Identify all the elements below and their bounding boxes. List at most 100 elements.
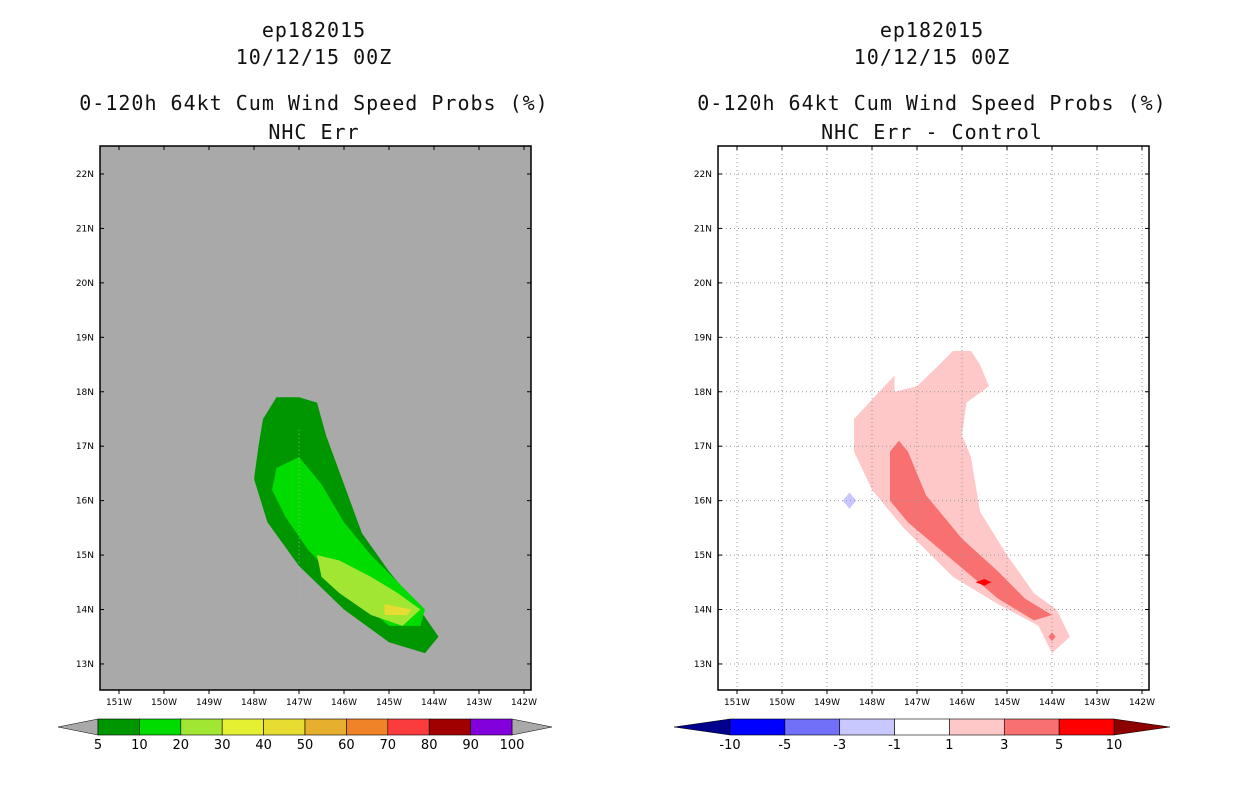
- plot-frame: [717, 145, 1150, 691]
- colorbar-label: 1: [945, 738, 953, 753]
- y-tick-label: 14N: [76, 606, 94, 616]
- colorbar-label: 10: [131, 738, 148, 753]
- contour-level-5-3: [975, 579, 992, 586]
- colorbar-swatch: [428, 718, 471, 736]
- y-axis: 13N 14N 15N 16N 17N 18N 19N 20N 21N 22N: [76, 170, 531, 670]
- colorbar-swatch: [387, 718, 430, 736]
- colorbar-label: 5: [94, 738, 102, 753]
- y-tick-label: 22N: [694, 170, 712, 180]
- left-title-line-1: ep182015: [261, 18, 367, 42]
- gridlines: [718, 146, 1149, 690]
- contour-level-3-1: [890, 440, 1052, 621]
- right-subtitle-line-1: 0-120h 64kt Cum Wind Speed Probs (%): [697, 91, 1167, 115]
- y-tick-label: 20N: [76, 279, 94, 289]
- colorbar-swatch: [221, 718, 264, 736]
- colorbar-swatch: [839, 718, 895, 736]
- colorbar-label: 30: [214, 738, 231, 753]
- colorbar-swatch: [784, 718, 841, 736]
- gridlines: [253, 429, 300, 599]
- x-tick-label: 149W: [196, 698, 222, 708]
- colorbar-swatch: [1003, 718, 1060, 736]
- x-tick-label: 142W: [1129, 698, 1155, 708]
- x-tick-label: 149W: [814, 698, 840, 708]
- right-title-line-1: ep182015: [879, 18, 985, 42]
- colorbar-swatch: [470, 718, 513, 736]
- x-tick-label: 146W: [949, 698, 975, 708]
- colorbar-low-arrow: [673, 718, 731, 736]
- y-tick-label: 14N: [694, 606, 712, 616]
- y-tick-label: 18N: [76, 388, 94, 398]
- y-tick-label: 20N: [694, 279, 712, 289]
- colorbar-swatch: [180, 718, 223, 736]
- colorbar-label: 40: [255, 738, 272, 753]
- contour-level-neg1-4: [842, 492, 857, 509]
- x-tick-label: 142W: [511, 698, 537, 708]
- colorbar-label: 60: [338, 738, 355, 753]
- colorbar-swatch: [894, 718, 950, 736]
- colorbar-label: 90: [462, 738, 479, 753]
- y-tick-label: 21N: [76, 224, 94, 234]
- y-tick-label: 22N: [76, 170, 94, 180]
- y-tick-label: 16N: [694, 497, 712, 507]
- y-tick-label: 15N: [76, 551, 94, 561]
- y-axis: 13N 14N 15N 16N 17N 18N 19N 20N 21N 22N: [694, 170, 1149, 670]
- x-tick-label: 147W: [286, 698, 312, 708]
- colorbar-swatch: [949, 718, 1005, 736]
- colorbar-label: 5: [1055, 738, 1063, 753]
- y-tick-label: 16N: [76, 497, 94, 507]
- y-tick-label: 19N: [76, 333, 94, 343]
- colorbar-swatch: [346, 718, 389, 736]
- x-tick-label: 151W: [724, 698, 750, 708]
- contour-fills: [254, 397, 439, 654]
- x-tick-label: 148W: [241, 698, 267, 708]
- x-tick-label: 144W: [1039, 698, 1065, 708]
- y-tick-label: 21N: [694, 224, 712, 234]
- x-tick-label: 150W: [769, 698, 795, 708]
- colorbar-label: 80: [421, 738, 438, 753]
- y-tick-label: 15N: [694, 551, 712, 561]
- colorbar: 5 10 20 30 40 50 60 70 80 90 100: [57, 718, 553, 753]
- x-axis: 151W 150W 149W 148W 147W 146W 145W 144W 143W 142W: [106, 146, 537, 708]
- x-axis: 151W 150W 149W 148W 147W 146W 145W 144W 143W 142W: [724, 146, 1155, 708]
- y-tick-label: 18N: [694, 388, 712, 398]
- colorbar-swatch: [263, 718, 306, 736]
- y-tick-label: 13N: [694, 660, 712, 670]
- x-tick-label: 150W: [151, 698, 177, 708]
- colorbar-high-arrow: [1113, 718, 1171, 736]
- colorbar-swatch: [1058, 718, 1115, 736]
- colorbar-label: -5: [778, 738, 791, 753]
- panel-left: 151W 150W 149W 148W 147W 146W 145W 144W 143W 142W…: [57, 145, 553, 753]
- y-tick-label: 13N: [76, 660, 94, 670]
- colorbar-swatch: [304, 718, 347, 736]
- colorbar-low-arrow: [57, 718, 99, 736]
- x-tick-label: 147W: [904, 698, 930, 708]
- left-subtitle-line-2: NHC Err: [268, 120, 360, 144]
- x-tick-label: 148W: [859, 698, 885, 708]
- x-tick-label: 151W: [106, 698, 132, 708]
- colorbar-label: -3: [833, 738, 846, 753]
- y-tick-label: 17N: [694, 442, 712, 452]
- contour-level-10-1: [272, 457, 425, 626]
- x-tick-label: 143W: [466, 698, 492, 708]
- y-tick-label: 19N: [694, 333, 712, 343]
- left-subtitle-line-1: 0-120h 64kt Cum Wind Speed Probs (%): [79, 91, 549, 115]
- panel-right: 151W 150W 149W 148W 147W 146W 145W 144W 143W 142W…: [673, 145, 1171, 753]
- x-tick-label: 144W: [421, 698, 447, 708]
- colorbar-label: 100: [500, 738, 525, 753]
- colorbar-label: -10: [719, 738, 740, 753]
- colorbar-label: 50: [297, 738, 314, 753]
- colorbar-swatch: [729, 718, 786, 736]
- colorbar-label: 10: [1106, 738, 1123, 753]
- contour-level-30-3: [384, 604, 412, 615]
- colorbar-swatch: [97, 718, 140, 736]
- colorbar: -10 -5 -3 -1 1 3 5 10: [673, 718, 1171, 753]
- colorbar-swatch: [139, 718, 182, 736]
- y-tick-label: 17N: [76, 442, 94, 452]
- left-title-line-2: 10/12/15 00Z: [235, 45, 393, 69]
- x-tick-label: 145W: [376, 698, 402, 708]
- colorbar-high-arrow: [511, 718, 553, 736]
- colorbar-label: 70: [380, 738, 397, 753]
- x-tick-label: 143W: [1084, 698, 1110, 708]
- colorbar-label: 3: [1000, 738, 1008, 753]
